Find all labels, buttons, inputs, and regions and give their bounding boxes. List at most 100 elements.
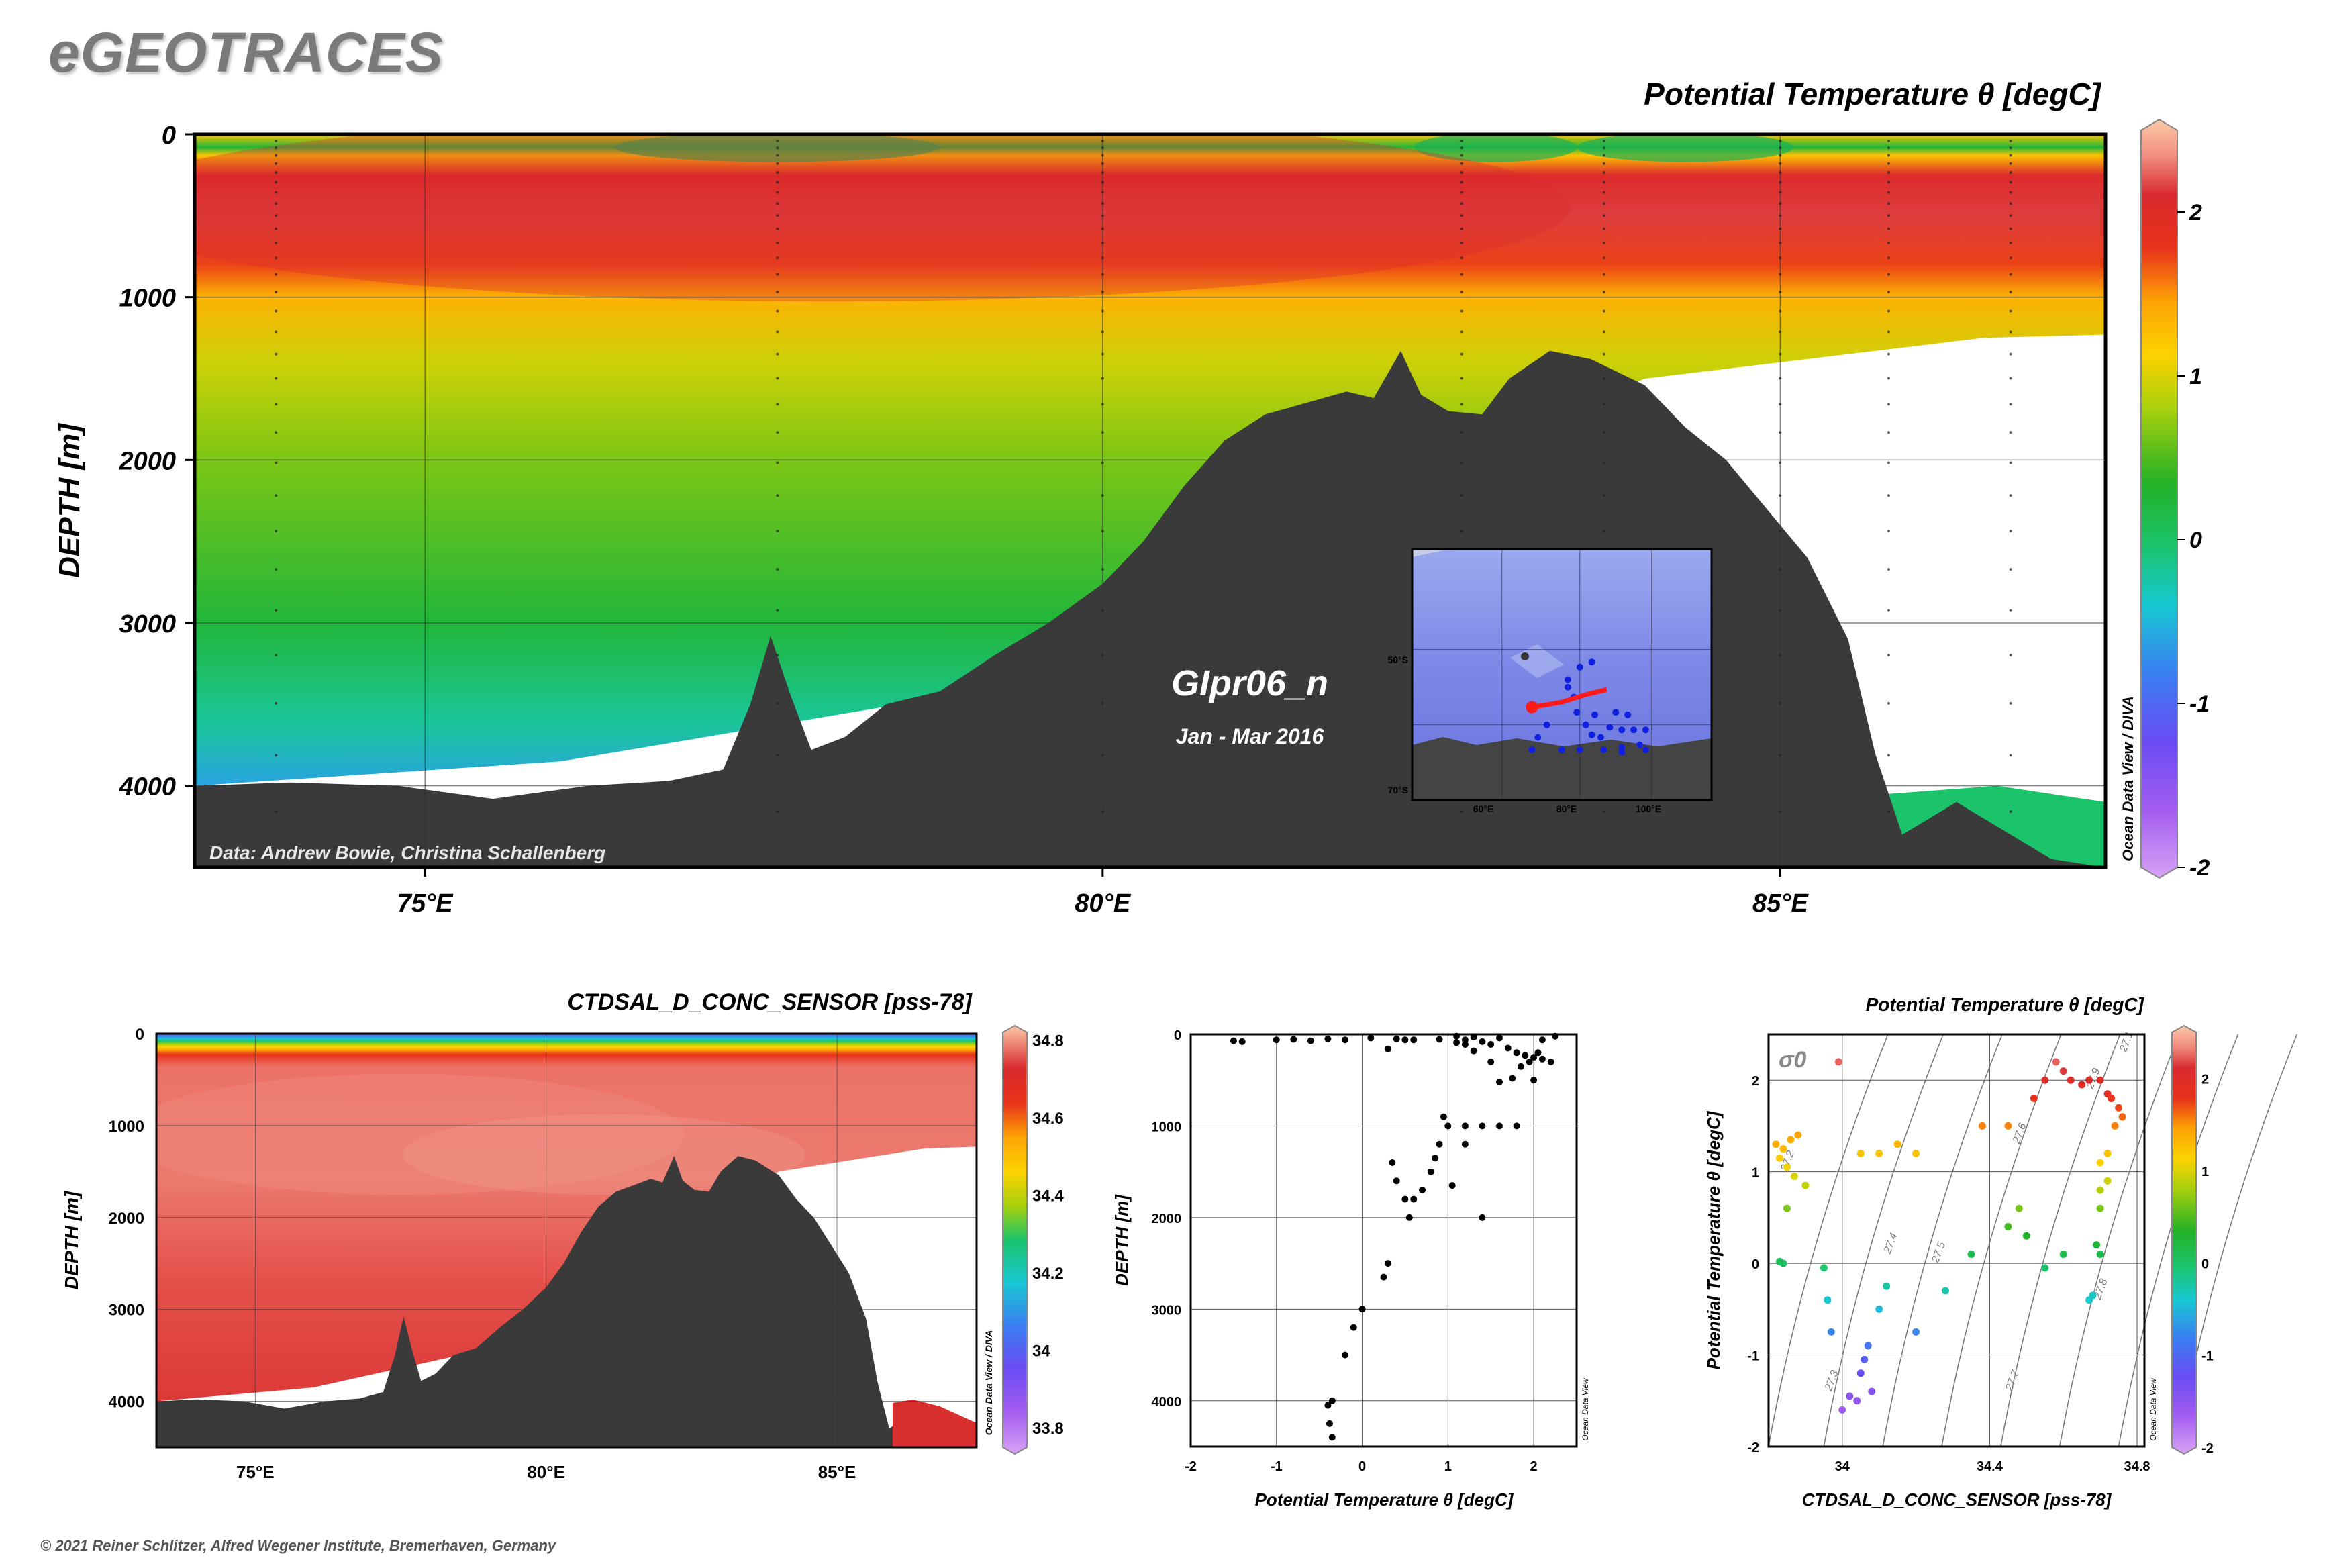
main-x-tick-label: 75°E (397, 889, 454, 918)
profile-data-points (1230, 1032, 1559, 1441)
profile-point (1384, 1045, 1391, 1052)
map-station-dot (1606, 724, 1614, 731)
ts-point (2115, 1104, 2123, 1112)
isopycnal-line (2118, 1034, 2239, 1447)
isopycnal-label: 27.3 (1823, 1369, 1841, 1393)
profile-point (1410, 1036, 1418, 1044)
profile-point (1534, 1049, 1542, 1057)
salinity-x-tick-label: 80°E (527, 1462, 565, 1482)
profile-plot-frame (1189, 1033, 1578, 1448)
map-station-dot (1588, 731, 1595, 738)
profile-point (1436, 1036, 1443, 1043)
profile-point (1326, 1420, 1333, 1427)
profile-point (1384, 1260, 1391, 1267)
ts-point (1779, 1145, 1787, 1153)
ts-point (2041, 1264, 2049, 1272)
map-lon-60: 60°E (1473, 803, 1494, 814)
profile-point (1440, 1113, 1447, 1120)
profile-point (1342, 1351, 1348, 1359)
ts-point (2103, 1177, 2112, 1185)
ts-chart-title: Potential Temperature θ [degC] (1866, 994, 2145, 1015)
ts-point (2111, 1122, 2119, 1130)
main-plot-frame (193, 132, 2108, 869)
map-lon-100: 100°E (1636, 803, 1661, 814)
ts-colorbar-tick: 0 (2201, 1257, 2209, 1271)
profile-point (1496, 1079, 1503, 1085)
ts-x-tick-label: 34.8 (2124, 1459, 2150, 1474)
profile-point (1487, 1041, 1495, 1048)
main-y-tick-label: 2000 (118, 447, 176, 475)
ts-point (2022, 1232, 2030, 1240)
profile-x-tick-label: 2 (1530, 1459, 1538, 1474)
map-station-dot (1642, 746, 1649, 754)
cruise-period: Jan - Mar 2016 (1176, 724, 1324, 748)
profile-point (1324, 1402, 1332, 1409)
map-station-dot (1591, 711, 1599, 718)
profile-point (1389, 1159, 1396, 1166)
salinity-section-chart: CTDSAL_D_CONC_SENSOR [pss-78] 0 1000 2000 3… (61, 989, 1064, 1482)
profile-point (1350, 1324, 1357, 1331)
ts-point (1846, 1392, 1854, 1400)
ts-colorbar-scale (2171, 1024, 2197, 1455)
ts-point (1827, 1328, 1835, 1336)
map-frame (1411, 548, 1713, 801)
data-credit: Data: Andrew Bowie, Christina Schallenbe… (209, 842, 605, 863)
ts-point (2041, 1076, 2049, 1084)
ts-isopycnals: 27.227.327.4 27.527.627.727.827.927.1 (1768, 1030, 2297, 1447)
main-y-tick-label: 3000 (119, 610, 176, 638)
ts-colorbar-tick: -1 (2201, 1349, 2214, 1364)
profile-point (1328, 1434, 1336, 1441)
ts-point (1787, 1136, 1795, 1144)
isopycnal-line (1941, 1034, 2062, 1447)
profile-point (1307, 1037, 1314, 1044)
map-station-dot (1618, 748, 1626, 756)
main-colorbar-tick: 1 (2189, 364, 2202, 389)
ts-point (2004, 1223, 2012, 1230)
profile-y-tick-label: 1000 (1152, 1120, 1182, 1134)
main-colorbar: 2 1 0 -1 -2 Ocean Data View / DIVA (2120, 118, 2210, 881)
salinity-seafloor (156, 1156, 977, 1447)
profile-point (1479, 1122, 1486, 1130)
map-station-dot (1618, 726, 1626, 734)
profile-point (1448, 1182, 1456, 1189)
profile-point (1496, 1034, 1503, 1042)
main-y-tick-labels: 0 1000 2000 3000 4000 (118, 121, 195, 801)
ts-point (2059, 1251, 2067, 1258)
profile-point (1461, 1041, 1469, 1048)
main-y-tick-label: 1000 (119, 285, 176, 313)
salinity-core-east (403, 1114, 805, 1195)
ts-point (1864, 1342, 1872, 1350)
ts-y-tick-label: -1 (1747, 1349, 1759, 1364)
ts-y-tick-label: -2 (1747, 1440, 1759, 1455)
ts-point (1820, 1264, 1828, 1272)
ts-point (1861, 1355, 1869, 1363)
profile-y-tick-label: 3000 (1152, 1303, 1182, 1318)
main-y-axis-label: DEPTH [m] (53, 423, 86, 578)
profile-point (1470, 1047, 1477, 1055)
map-station-dot (1600, 746, 1607, 754)
ts-point (1875, 1149, 1883, 1157)
map-station-dot (1564, 683, 1571, 691)
map-station-dot (1582, 721, 1589, 728)
map-lat-50: 50°S (1387, 654, 1408, 665)
ts-plot-frame (1767, 1033, 2146, 1448)
map-station-dot (1636, 741, 1643, 748)
profile-point (1401, 1195, 1409, 1203)
surface-cold-lens (1414, 134, 1577, 162)
salinity-y-tick-label: 2000 (109, 1210, 144, 1228)
ts-point (1942, 1287, 1949, 1295)
profile-point (1401, 1036, 1409, 1044)
ts-point (1776, 1257, 1783, 1265)
profile-point (1530, 1077, 1538, 1084)
salinity-y-tick-labels: 0 1000 2000 3000 4000 (109, 1026, 144, 1412)
ts-point (2096, 1251, 2104, 1258)
profile-point (1436, 1140, 1443, 1148)
map-station-dot (1618, 744, 1626, 751)
profile-point (1487, 1058, 1495, 1065)
ts-point (2096, 1159, 2104, 1167)
profile-point (1367, 1034, 1375, 1042)
ts-point (2015, 1204, 2023, 1212)
ts-point (2096, 1204, 2104, 1212)
salinity-x-tick-label: 75°E (236, 1462, 275, 1482)
